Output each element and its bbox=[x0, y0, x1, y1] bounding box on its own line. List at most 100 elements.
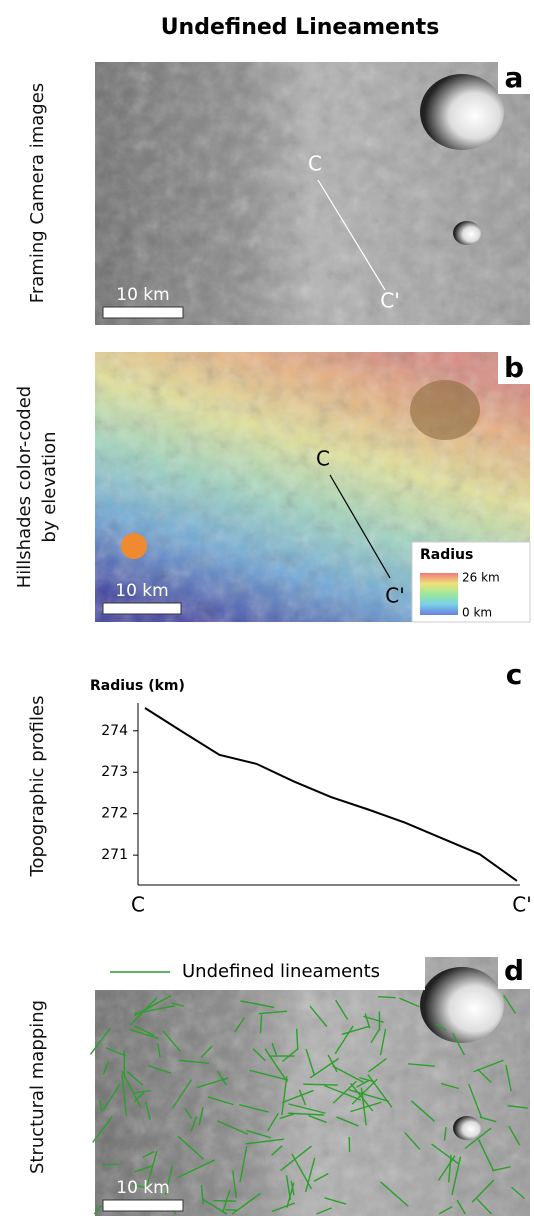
legend-min: 0 km bbox=[462, 606, 492, 620]
lineament bbox=[144, 1101, 151, 1121]
lineament bbox=[503, 995, 517, 1014]
lineament bbox=[438, 1206, 453, 1215]
lineament bbox=[132, 1183, 147, 1189]
lineament bbox=[477, 1139, 495, 1171]
lineament bbox=[477, 1068, 492, 1084]
lineament bbox=[184, 1108, 193, 1120]
lineament bbox=[249, 1069, 289, 1081]
lineament bbox=[190, 1116, 197, 1132]
crater bbox=[453, 1116, 481, 1140]
lineament bbox=[239, 1146, 248, 1183]
lineament bbox=[196, 1077, 229, 1089]
lineament bbox=[271, 1202, 296, 1213]
lineament bbox=[303, 1083, 338, 1086]
panel-letter: c bbox=[506, 658, 523, 691]
lineament bbox=[476, 1198, 493, 1215]
lineament bbox=[102, 1061, 109, 1075]
panel-letter: d bbox=[504, 954, 524, 987]
lineament bbox=[363, 1015, 384, 1023]
lineament bbox=[200, 1185, 204, 1205]
lineament bbox=[133, 1089, 152, 1094]
lineament bbox=[145, 1150, 158, 1191]
lineament bbox=[305, 1048, 315, 1076]
legend-max: 26 km bbox=[462, 571, 500, 585]
lineament bbox=[468, 1083, 483, 1118]
crater bbox=[453, 221, 481, 245]
lineament bbox=[221, 1189, 231, 1214]
lineament bbox=[264, 1048, 288, 1082]
lineament bbox=[288, 1112, 324, 1116]
lineament bbox=[259, 1014, 263, 1034]
scale-bar bbox=[102, 1199, 184, 1212]
lineament bbox=[240, 1000, 275, 1009]
profile-start: C bbox=[308, 152, 322, 176]
lineament bbox=[332, 1065, 364, 1083]
lineament bbox=[134, 1025, 155, 1037]
lineament bbox=[133, 995, 172, 1017]
x-label: C' bbox=[512, 893, 531, 917]
lineament bbox=[281, 1089, 314, 1104]
lineament bbox=[171, 1002, 185, 1007]
profile-end: C' bbox=[385, 584, 404, 608]
lineament bbox=[440, 1082, 459, 1090]
lineament bbox=[456, 1199, 466, 1215]
lineament bbox=[451, 1156, 462, 1196]
lineament bbox=[350, 1101, 382, 1113]
letter-box bbox=[498, 62, 530, 94]
y-tick-label: 271 bbox=[101, 847, 128, 863]
panel-a: C C' 10 km a Framing Camera images bbox=[27, 61, 530, 325]
lineament bbox=[505, 1064, 512, 1092]
lineament bbox=[341, 1025, 370, 1035]
figure-title: Undefined Lineaments bbox=[161, 15, 440, 40]
lineament bbox=[448, 1154, 452, 1183]
lineament bbox=[452, 1033, 465, 1056]
lineament bbox=[177, 1159, 216, 1179]
lineament bbox=[304, 1157, 316, 1193]
profile-line bbox=[144, 707, 518, 882]
lineament bbox=[324, 1197, 347, 1205]
lineament bbox=[200, 1045, 213, 1058]
lineament bbox=[213, 1199, 237, 1202]
lineament bbox=[378, 995, 396, 999]
lineament bbox=[134, 1164, 154, 1173]
lineament bbox=[298, 1089, 307, 1106]
scale-label: 10 km bbox=[115, 581, 168, 601]
lineament bbox=[309, 1057, 340, 1079]
lineament bbox=[334, 1025, 354, 1055]
lineament bbox=[105, 1047, 127, 1057]
lineament bbox=[295, 1028, 299, 1050]
lineament bbox=[313, 1172, 329, 1182]
lineament bbox=[348, 1089, 390, 1103]
scale-bar bbox=[102, 602, 182, 615]
lineament bbox=[332, 1080, 357, 1104]
lineament bbox=[267, 1112, 279, 1132]
crater bbox=[420, 74, 504, 150]
crater bbox=[410, 380, 480, 440]
lineament bbox=[239, 1104, 269, 1113]
lineament bbox=[404, 1131, 421, 1150]
lineament bbox=[324, 1084, 361, 1101]
lineament bbox=[279, 1113, 295, 1120]
x-label: C bbox=[131, 893, 145, 917]
lineament bbox=[201, 1198, 228, 1215]
y-tick-label: 274 bbox=[101, 723, 128, 739]
lineament bbox=[126, 1070, 144, 1086]
lineament bbox=[245, 1138, 284, 1145]
lineament bbox=[271, 1042, 278, 1056]
lineament bbox=[207, 1096, 234, 1106]
lineament bbox=[232, 1170, 237, 1199]
lineament bbox=[367, 1074, 393, 1108]
lineament bbox=[133, 1091, 145, 1103]
lineament bbox=[308, 1114, 327, 1124]
side-label: Framing Camera images bbox=[27, 83, 48, 303]
letter-box bbox=[498, 352, 530, 384]
lineament bbox=[360, 1087, 367, 1126]
lineament bbox=[355, 1079, 370, 1088]
lineament bbox=[198, 1107, 204, 1126]
y-axis-label: Radius (km) bbox=[90, 678, 185, 694]
profile-line bbox=[329, 474, 391, 579]
panel-c: c Topographic profiles Radius (km) C C' … bbox=[27, 658, 532, 917]
panel-d: Undefined lineaments 10 km d Structural … bbox=[27, 954, 530, 1216]
lineament bbox=[380, 1181, 409, 1207]
lineament bbox=[508, 1125, 521, 1146]
